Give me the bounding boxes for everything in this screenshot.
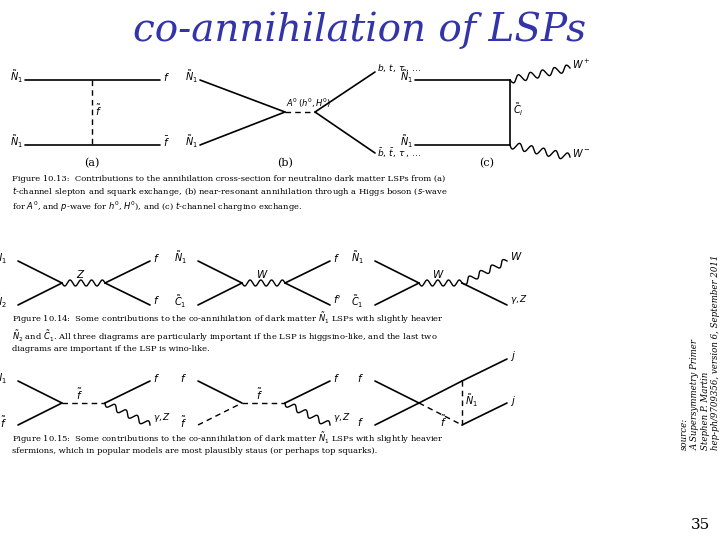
Text: $\tilde{N}_1$: $\tilde{N}_1$ (400, 69, 413, 85)
Text: (b): (b) (277, 158, 293, 168)
Text: 35: 35 (690, 518, 710, 532)
Text: $\tilde{N}_1$: $\tilde{N}_1$ (465, 393, 478, 409)
Text: $W^-$: $W^-$ (572, 147, 590, 159)
Text: $\tilde{f}$: $\tilde{f}$ (180, 415, 187, 429)
Text: $\tilde{N}_1$: $\tilde{N}_1$ (10, 133, 23, 150)
Text: $\tilde{N}_1$: $\tilde{N}_1$ (185, 133, 198, 150)
Text: $\tilde{N}_1$: $\tilde{N}_1$ (174, 249, 187, 266)
Text: $f$: $f$ (163, 71, 170, 83)
Text: $\tilde{N}_1$: $\tilde{N}_1$ (185, 69, 198, 85)
Text: $Z$: $Z$ (76, 268, 86, 280)
Text: $j$: $j$ (510, 394, 516, 408)
Text: $\tilde{f}$: $\tilde{f}$ (440, 414, 447, 429)
Text: $\tilde{C}_1$: $\tilde{C}_1$ (351, 294, 364, 310)
Text: source:
A Supersymmetry Primer
Stephen P. Martin
hep-ph/9709356, version 6, Sept: source: A Supersymmetry Primer Stephen P… (680, 255, 720, 450)
Text: $f$: $f$ (153, 372, 160, 384)
Text: $f$: $f$ (333, 252, 340, 264)
Text: $j$: $j$ (510, 349, 516, 363)
Text: $f$: $f$ (357, 416, 364, 428)
Text: $W$: $W$ (432, 268, 444, 280)
Text: $\tilde{f}$: $\tilde{f}$ (0, 415, 7, 429)
Text: $\tilde{f}$: $\tilde{f}$ (256, 387, 263, 402)
Text: $\tilde{C}_i$: $\tilde{C}_i$ (513, 102, 523, 118)
Text: $\tilde{N}_1$: $\tilde{N}_1$ (0, 249, 7, 266)
Text: $\bar{f}$: $\bar{f}$ (163, 135, 170, 149)
Text: co-annihilation of LSPs: co-annihilation of LSPs (133, 11, 587, 49)
Text: $\tilde{N}_1$: $\tilde{N}_1$ (351, 249, 364, 266)
Text: Figure 10.15:  Some contributions to the co-annihilation of dark matter $\tilde{: Figure 10.15: Some contributions to the … (12, 430, 444, 455)
Text: $W$: $W$ (256, 268, 269, 280)
Text: (c): (c) (480, 158, 495, 168)
Text: $W^+$: $W^+$ (572, 57, 590, 71)
Text: $f$: $f$ (333, 372, 340, 384)
Text: Figure 10.14:  Some contributions to the co-annihilation of dark matter $\tilde{: Figure 10.14: Some contributions to the … (12, 310, 444, 353)
Text: $f$: $f$ (153, 294, 160, 306)
Text: $\bar{b},\,\bar{t},\,\tau\,,\,\ldots$: $\bar{b},\,\bar{t},\,\tau\,,\,\ldots$ (377, 146, 421, 160)
Text: $f$: $f$ (153, 252, 160, 264)
Text: $\gamma,Z$: $\gamma,Z$ (153, 411, 171, 424)
Text: Figure 10.13:  Contributions to the annihilation cross-section for neutralino da: Figure 10.13: Contributions to the annih… (12, 175, 448, 214)
Text: $\tilde{N}_1$: $\tilde{N}_1$ (0, 369, 7, 387)
Text: $\tilde{f}$: $\tilde{f}$ (76, 387, 83, 402)
Text: $f'$: $f'$ (333, 294, 341, 306)
Text: $\gamma,Z$: $\gamma,Z$ (510, 293, 528, 306)
Text: $f$: $f$ (180, 372, 187, 384)
Text: $\tilde{N}_2$: $\tilde{N}_2$ (0, 294, 7, 310)
Text: $\tilde{N}_1$: $\tilde{N}_1$ (400, 133, 413, 150)
Text: $\tilde{N}_1$: $\tilde{N}_1$ (10, 69, 23, 85)
Text: $W$: $W$ (510, 250, 523, 262)
Text: $f$: $f$ (357, 372, 364, 384)
Text: $A^0\,(h^0,H^0)$: $A^0\,(h^0,H^0)$ (286, 96, 331, 110)
Text: $\tilde{C}_1$: $\tilde{C}_1$ (174, 294, 187, 310)
Text: $\gamma,Z$: $\gamma,Z$ (333, 411, 351, 424)
Text: $\tilde{f}$: $\tilde{f}$ (95, 103, 102, 118)
Text: (a): (a) (84, 158, 99, 168)
Text: $b,\,t,\,\tau\,,\,\ldots$: $b,\,t,\,\tau\,,\,\ldots$ (377, 62, 421, 74)
